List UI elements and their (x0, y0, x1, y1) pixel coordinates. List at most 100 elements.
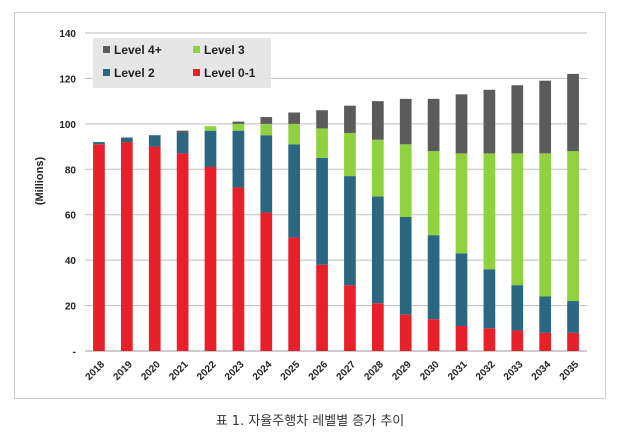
legend-label: Level 2 (114, 66, 155, 80)
x-tick-label: 2034 (530, 359, 554, 383)
bar-segment-level-2 (399, 216, 412, 315)
bar-segment-level-2 (455, 253, 468, 327)
y-tick-label: 80 (65, 165, 77, 176)
bar-segment-level-3 (232, 123, 245, 131)
bar-segment-level-3 (567, 151, 579, 302)
y-tick-label: 140 (59, 29, 76, 40)
legend-swatch (103, 69, 110, 76)
x-tick-label: 2027 (335, 359, 359, 383)
bar-segment-level-2 (371, 196, 384, 304)
y-tick-label: - (73, 347, 76, 358)
bar-segment-level-2 (511, 285, 524, 331)
x-tick-label: 2021 (167, 359, 191, 383)
bar-segment-level-3 (344, 132, 356, 177)
bar-segment-level-3 (371, 139, 384, 197)
bar-segment-level-0-1 (371, 303, 384, 351)
bar-segment-level-0-1 (344, 285, 356, 351)
bar-segment-level-3 (483, 153, 496, 270)
bar-segment-level-0-1 (148, 146, 161, 351)
bar-segment-level-2 (232, 130, 245, 188)
x-tick-label: 2019 (111, 359, 135, 383)
bar-segment-level-2 (148, 135, 161, 147)
x-tick-label: 2028 (362, 359, 386, 383)
x-tick-label: 2024 (251, 359, 275, 383)
bar-segment-level-4- (427, 98, 440, 152)
bar-segment-level-4- (371, 101, 384, 140)
bar-segment-level-0-1 (93, 144, 105, 351)
bar-segment-level-0-1 (204, 167, 217, 351)
bar-segment-level-4- (232, 121, 245, 124)
bar-segment-level-4- (344, 105, 356, 133)
legend-background (93, 38, 271, 88)
x-tick-label: 2032 (474, 359, 498, 383)
x-tick-label: 2025 (279, 359, 303, 383)
x-tick-label: 2023 (223, 359, 247, 383)
bar-segment-level-3 (455, 153, 468, 254)
bar-segment-level-0-1 (427, 319, 440, 351)
bar-segment-level-0-1 (288, 237, 301, 351)
x-tick-label: 2029 (390, 359, 414, 383)
bar-segment-level-0-1 (316, 264, 328, 351)
legend: Level 4+ Level 3 Level 2 Level 0-1 (93, 38, 271, 88)
bar-segment-level-4- (399, 98, 412, 145)
chart-frame: -20 40 60 80 100 120 140 (Millions) 2018 2019 20… (14, 12, 606, 399)
y-axis-label: (Millions) (34, 157, 46, 206)
legend-label: Level 0-1 (204, 66, 256, 80)
bar-segment-level-4- (288, 112, 301, 124)
bar-segment-level-3 (427, 151, 440, 236)
y-tick-label: 20 (65, 302, 77, 313)
y-axis-ticks: - 20 40 60 80 100 120 140 (59, 29, 76, 358)
legend-swatch (193, 46, 200, 53)
x-tick-label: 2020 (139, 359, 163, 383)
bar-segment-level-2 (316, 157, 328, 265)
bar-segment-level-4- (511, 85, 524, 154)
legend-label: Level 4+ (114, 43, 162, 57)
bar-segment-level-0-1 (176, 153, 189, 351)
y-tick-label: 40 (65, 256, 77, 267)
x-tick-label: 2031 (446, 359, 470, 383)
bar-segment-level-0-1 (511, 330, 524, 351)
bar-segment-level-4- (539, 80, 552, 154)
bar-segment-level-2 (176, 132, 189, 154)
bar-segment-level-3 (260, 123, 273, 136)
bar-segment-level-4- (455, 94, 468, 154)
bar-segment-level-2 (539, 296, 552, 333)
y-tick-label: 60 (65, 211, 77, 222)
legend-label: Level 3 (204, 43, 245, 57)
bar-segment-level-4- (567, 73, 579, 152)
x-axis-ticks: 2018 2019 2020 2021 2022 2023 2024 2025 2026 2027… (84, 359, 582, 383)
bar-segment-level-4- (316, 110, 328, 129)
bar-segment-level-0-1 (483, 328, 496, 351)
bar-segment-level-3 (316, 128, 328, 158)
bar-segment-level-2 (260, 135, 273, 213)
bar-segment-level-0-1 (539, 332, 552, 351)
bar-segment-level-3 (539, 153, 552, 297)
bar-segment-level-2 (120, 137, 133, 143)
bar-segment-level-4- (176, 130, 189, 133)
bar-segment-level-0-1 (399, 314, 412, 351)
bar-segment-level-0-1 (120, 142, 133, 351)
bar-segment-level-2 (344, 176, 356, 286)
legend-swatch (193, 69, 200, 76)
bar-segment-level-2 (204, 130, 217, 168)
bar-segment-level-3 (288, 123, 301, 145)
bar-segment-level-0-1 (260, 212, 273, 351)
x-tick-label: 2018 (84, 359, 108, 383)
x-tick-label: 2035 (558, 359, 582, 383)
x-tick-label: 2030 (418, 359, 442, 383)
chart-caption: 표 1. 자율주행차 레벨별 증가 추이 (215, 414, 405, 429)
bar-segment-level-2 (483, 269, 496, 329)
bar-segment-level-2 (567, 301, 579, 333)
bar-segment-level-2 (427, 235, 440, 320)
bar-segment-level-4- (260, 117, 273, 124)
bar-segment-level-3 (511, 153, 524, 286)
legend-swatch (103, 46, 110, 53)
bar-segment-level-0-1 (232, 187, 245, 351)
bars (93, 73, 579, 351)
bar-segment-level-4- (483, 89, 496, 154)
bar-segment-level-0-1 (567, 332, 579, 351)
bar-segment-level-2 (93, 142, 105, 145)
x-tick-label: 2033 (502, 359, 526, 383)
bar-segment-level-3 (399, 144, 412, 217)
